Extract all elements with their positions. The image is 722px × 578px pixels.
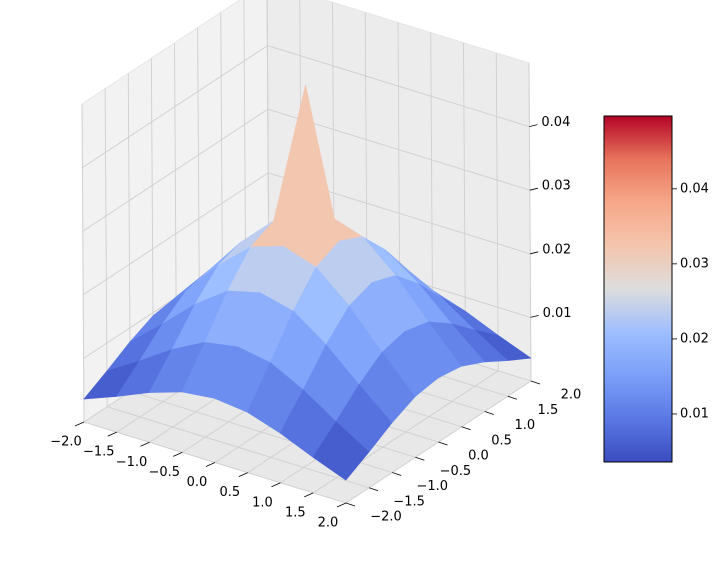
back-gridline-z xyxy=(267,45,530,128)
x-tick-mark xyxy=(173,452,183,457)
colorbar-tick-label: 0.04 xyxy=(680,181,709,196)
y-tick-label: 1.5 xyxy=(538,403,559,418)
y-tick-label: −1.0 xyxy=(417,479,449,494)
y-tick-mark xyxy=(345,502,356,507)
left-gridline-z xyxy=(82,108,269,232)
y-tick-mark xyxy=(392,472,402,476)
z-tick-label: 0.02 xyxy=(542,242,571,257)
y-tick-mark xyxy=(484,411,494,415)
y-tick-label: −0.5 xyxy=(440,464,472,479)
y-tick-label: 2.0 xyxy=(561,388,582,403)
y-tick-label: 0.0 xyxy=(468,449,489,464)
x-tick-label: −2.0 xyxy=(50,435,82,450)
z-tick-mark xyxy=(529,124,538,127)
left-gridline-y xyxy=(81,103,85,423)
colorbar-tick-label: 0.01 xyxy=(680,407,709,422)
y-tick-label: −2.0 xyxy=(370,510,402,525)
back-gridline-x xyxy=(528,62,532,382)
x-tick-mark xyxy=(304,492,314,498)
colorbar-tick-label: 0.03 xyxy=(680,256,709,271)
x-tick-label: −0.5 xyxy=(149,465,181,480)
x-tick-label: 1.0 xyxy=(252,495,273,510)
y-tick-mark xyxy=(461,426,471,431)
y-tick-label: 0.5 xyxy=(491,433,512,448)
surface-facet xyxy=(312,421,370,481)
left-gridline-y xyxy=(104,88,108,407)
x-tick-label: −1.0 xyxy=(116,455,148,470)
z-tick-mark xyxy=(529,187,538,191)
left-gridline-z xyxy=(82,45,268,168)
back-gridline-x xyxy=(495,52,499,371)
x-tick-label: 0.5 xyxy=(219,485,240,500)
y-tick-mark xyxy=(530,380,541,385)
axis-tick-marks xyxy=(74,124,541,508)
surface-mesh xyxy=(83,85,532,481)
y-tick-label: −1.5 xyxy=(393,494,425,509)
z-axis-tick-labels: 0.01 0.02 0.03 0.04 xyxy=(541,115,571,321)
x-tick-label: 2.0 xyxy=(318,516,339,531)
y-tick-mark xyxy=(415,456,425,461)
x-tick-mark xyxy=(107,431,117,437)
left-gridline-y xyxy=(127,73,131,392)
y-tick-label: 1.0 xyxy=(514,418,535,433)
y-tick-mark xyxy=(507,395,518,400)
back-gridline-x xyxy=(463,42,466,361)
z-tick-mark xyxy=(530,251,539,255)
x-tick-mark xyxy=(238,472,248,477)
y-axis-tick-labels: −2.0−1.5−1.0−0.50.00.51.01.52.0 xyxy=(370,388,581,525)
x-tick-mark xyxy=(74,421,85,427)
x-tick-mark xyxy=(271,482,281,488)
colorbar-tick-labels: 0.01 0.02 0.03 0.04 xyxy=(680,181,709,421)
z-tick-mark xyxy=(530,315,539,318)
x-tick-mark xyxy=(140,441,150,447)
colorbar: 0.01 0.02 0.03 0.04 xyxy=(603,115,709,463)
x-axis-tick-labels: −2.0−1.5−1.0−0.5 0.0 0.5 1.0 1.5 2.0 xyxy=(50,435,338,531)
x-tick-label: −1.5 xyxy=(83,445,115,460)
colorbar-tick-label: 0.02 xyxy=(680,331,709,346)
z-tick-label: 0.03 xyxy=(542,179,571,194)
left-gridline-z xyxy=(82,172,269,296)
x-tick-mark xyxy=(205,462,216,467)
z-tick-label: 0.01 xyxy=(543,306,572,321)
z-tick-label: 0.04 xyxy=(541,115,570,130)
x-tick-label: 0.0 xyxy=(187,475,208,490)
colorbar-tick-marks xyxy=(672,188,677,415)
y-tick-mark xyxy=(368,487,379,492)
floor-gridline-y xyxy=(106,406,370,489)
colorbar-gradient xyxy=(603,115,673,463)
x-tick-mark xyxy=(336,502,347,508)
x-tick-label: 1.5 xyxy=(285,505,306,520)
y-tick-mark xyxy=(438,441,448,446)
